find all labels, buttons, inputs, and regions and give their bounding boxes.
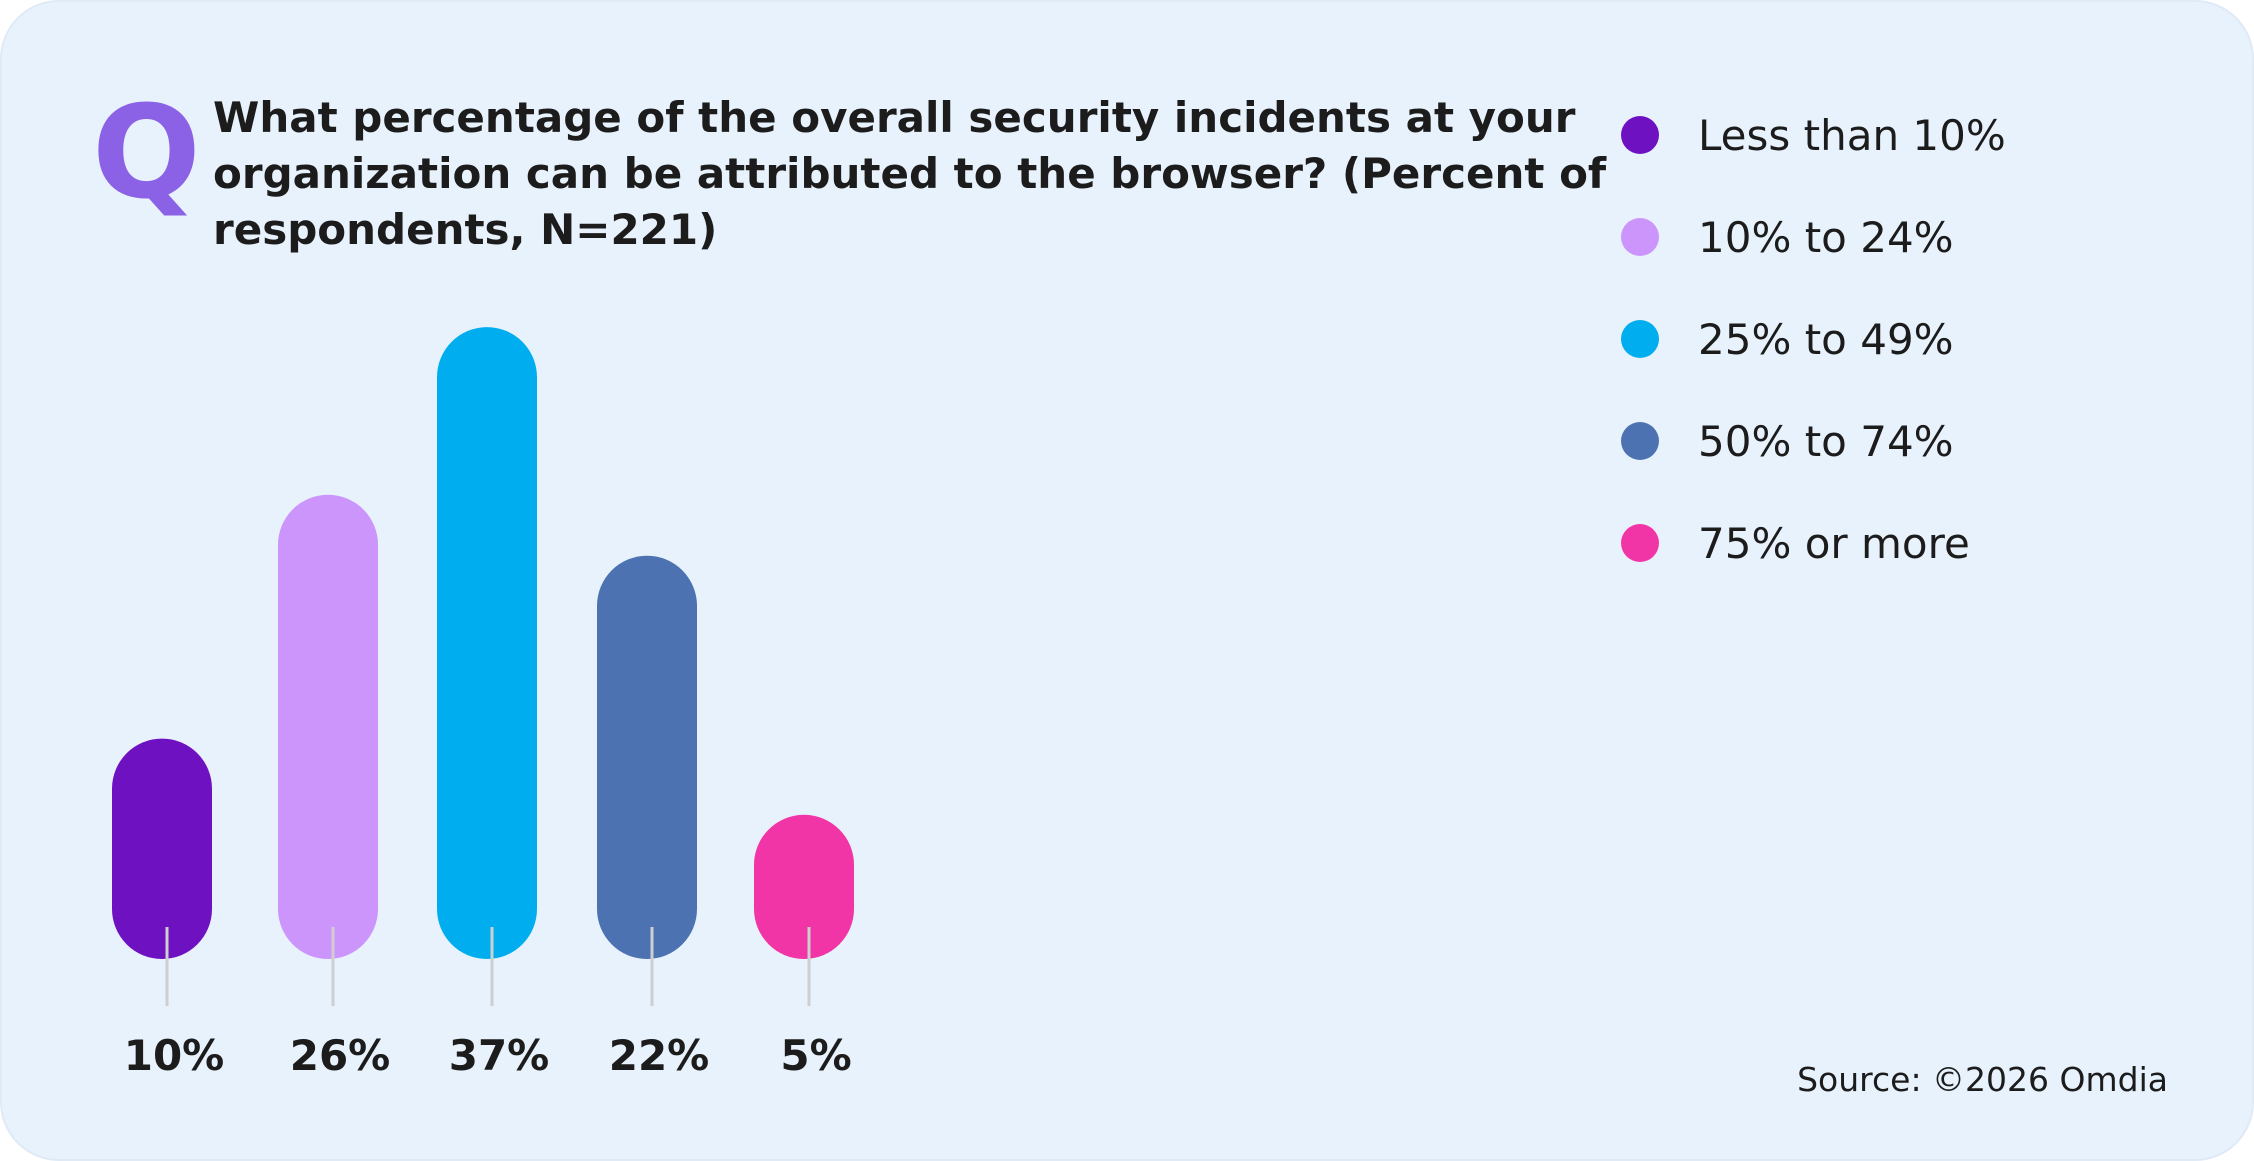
legend-label: 50% to 74% bbox=[1698, 417, 1954, 466]
bar bbox=[278, 494, 378, 959]
legend-label: Less than 10% bbox=[1698, 111, 2006, 160]
value-label: 22% bbox=[609, 1031, 710, 1080]
legend-label: 75% or more bbox=[1698, 519, 1970, 568]
source: Source: ©2026 Omdia bbox=[1797, 1060, 2168, 1099]
title-line: organization can be attributed to the br… bbox=[213, 149, 1607, 198]
legend-swatch bbox=[1621, 320, 1659, 358]
bar bbox=[112, 738, 212, 959]
bar bbox=[597, 555, 697, 959]
legend-label: 25% to 49% bbox=[1698, 315, 1954, 364]
value-label: 10% bbox=[124, 1031, 225, 1080]
legend-swatch bbox=[1621, 116, 1659, 154]
legend-swatch bbox=[1621, 218, 1659, 256]
value-label: 26% bbox=[290, 1031, 391, 1080]
value-label: 37% bbox=[449, 1031, 550, 1080]
legend-swatch bbox=[1621, 524, 1659, 562]
value-label: 5% bbox=[780, 1031, 851, 1080]
bar bbox=[754, 814, 854, 959]
title-line: respondents, N=221) bbox=[213, 205, 717, 254]
legend-label: 10% to 24% bbox=[1698, 213, 1954, 262]
legend-swatch bbox=[1621, 422, 1659, 460]
question-marker: Q bbox=[92, 79, 201, 228]
title-line: What percentage of the overall security … bbox=[213, 93, 1576, 142]
bar bbox=[437, 327, 537, 959]
